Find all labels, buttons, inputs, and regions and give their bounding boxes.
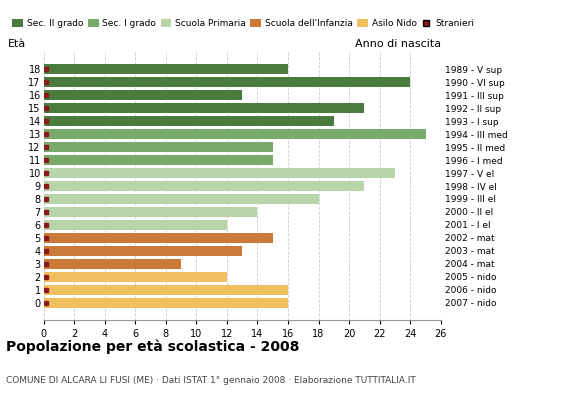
Text: Popolazione per età scolastica - 2008: Popolazione per età scolastica - 2008: [6, 340, 299, 354]
Bar: [44, 64, 288, 74]
Bar: [44, 259, 181, 269]
Bar: [44, 90, 242, 100]
Bar: [44, 298, 288, 308]
Bar: [44, 194, 318, 204]
Bar: [44, 168, 395, 178]
Bar: [44, 285, 288, 295]
Bar: [44, 155, 273, 165]
Bar: [44, 272, 227, 282]
Legend: Sec. II grado, Sec. I grado, Scuola Primaria, Scuola dell'Infanzia, Asilo Nido, : Sec. II grado, Sec. I grado, Scuola Prim…: [12, 19, 474, 28]
Bar: [44, 142, 273, 152]
Bar: [44, 207, 258, 217]
Bar: [44, 103, 364, 113]
Bar: [44, 246, 242, 256]
Bar: [44, 181, 364, 191]
Bar: [44, 220, 227, 230]
Bar: [44, 233, 273, 243]
Text: COMUNE DI ALCARA LI FUSI (ME) · Dati ISTAT 1° gennaio 2008 · Elaborazione TUTTIT: COMUNE DI ALCARA LI FUSI (ME) · Dati IST…: [6, 376, 415, 385]
Bar: [44, 129, 426, 139]
Text: Anno di nascita: Anno di nascita: [355, 39, 441, 49]
Bar: [44, 116, 334, 126]
Text: Età: Età: [8, 39, 26, 49]
Bar: [44, 77, 410, 87]
